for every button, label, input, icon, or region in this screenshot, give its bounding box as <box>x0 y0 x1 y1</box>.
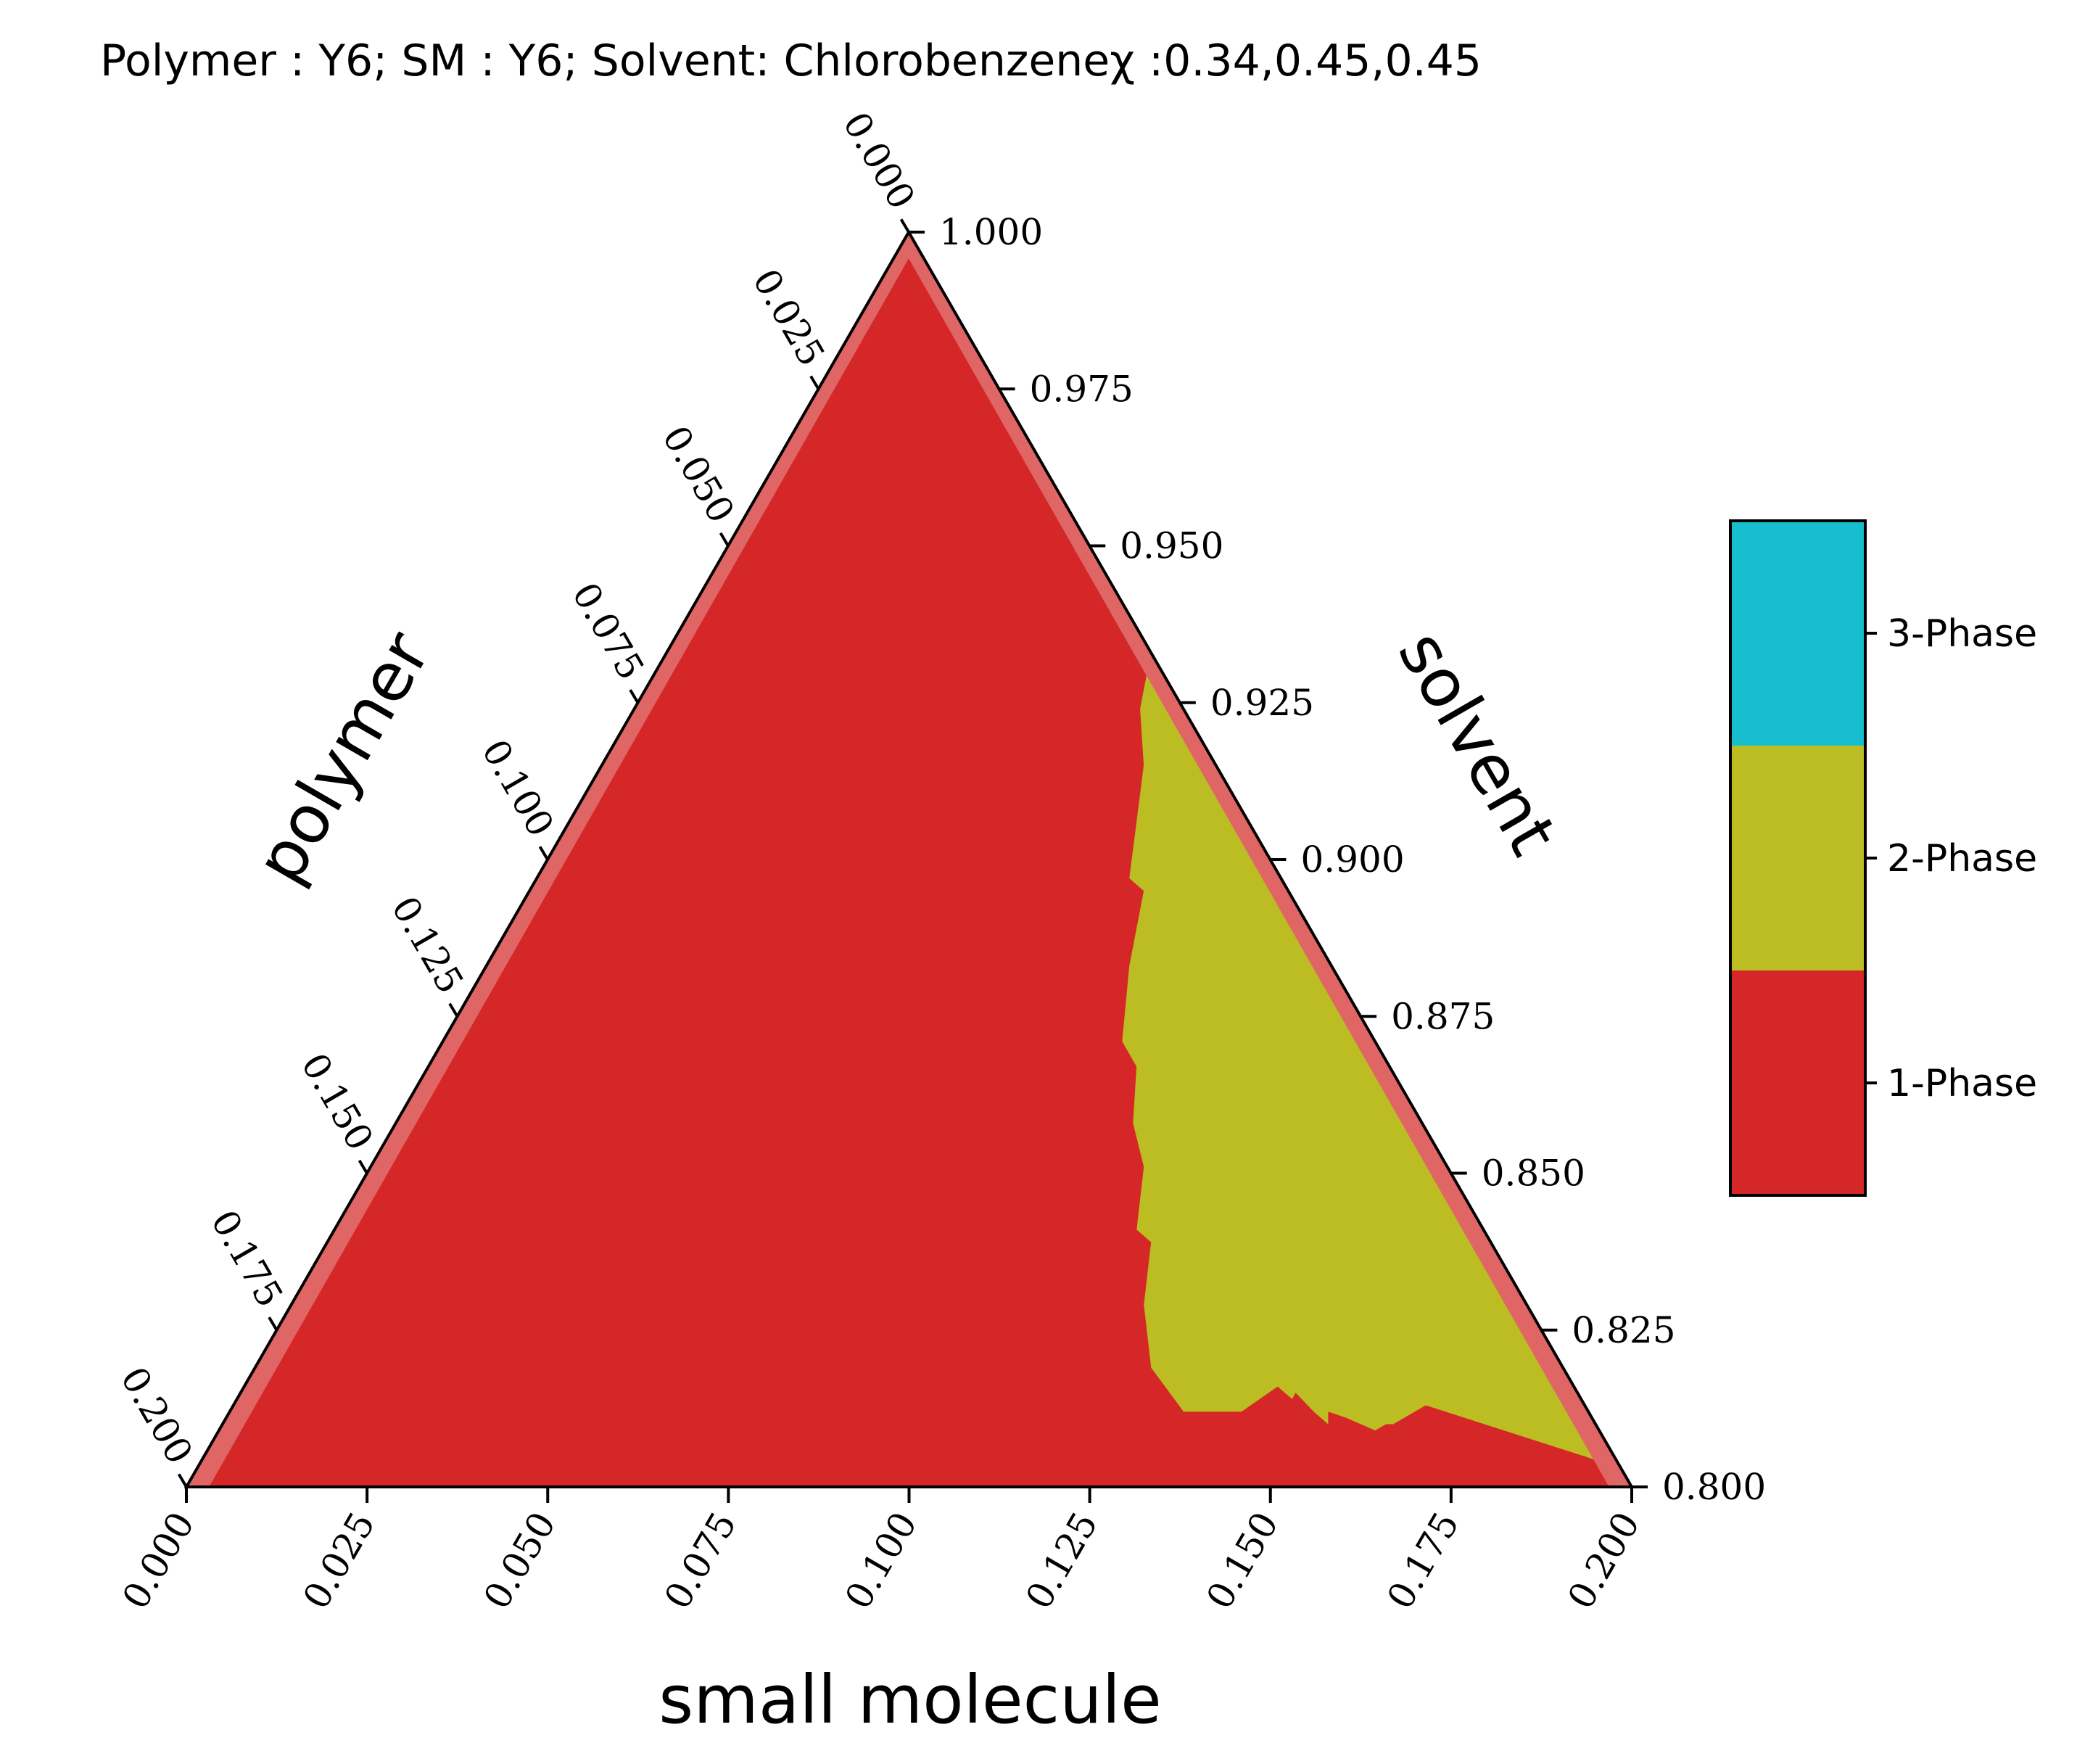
bottom-tick-label: 0.125 <box>1017 1505 1106 1616</box>
left-tick-label: 0.150 <box>293 1047 381 1158</box>
right-tick-label: 0.900 <box>1301 838 1405 881</box>
phase-regions <box>186 232 1632 1487</box>
bottom-tick-label: 0.025 <box>295 1505 384 1616</box>
left-tick-mark <box>358 1159 368 1174</box>
bottom-tick-label: 0.175 <box>1379 1505 1467 1616</box>
left-tick-mark <box>809 375 820 390</box>
left-axis-label: polymer <box>241 619 445 896</box>
left-tick-label: 0.000 <box>835 105 923 216</box>
left-tick-label: 0.125 <box>384 889 472 1000</box>
bottom-tick-label: 0.200 <box>1560 1505 1648 1616</box>
chart-title: Polymer : Y6; SM : Y6; Solvent: Chlorobe… <box>100 36 1482 86</box>
left-tick-mark <box>719 532 730 547</box>
left-tick-mark <box>899 218 910 234</box>
legend-swatch <box>1730 746 1865 970</box>
left-tick-mark <box>177 1473 188 1488</box>
right-tick-label: 1.000 <box>939 211 1043 253</box>
left-tick-label: 0.175 <box>203 1203 292 1314</box>
left-tick-mark <box>629 689 640 704</box>
left-tick-mark <box>538 846 549 861</box>
right-tick-label: 0.850 <box>1482 1153 1585 1195</box>
right-tick-label: 0.950 <box>1120 525 1223 567</box>
legend-label: 3-Phase <box>1887 612 2037 656</box>
legend-label: 1-Phase <box>1887 1062 2037 1105</box>
legend-swatch <box>1730 970 1865 1195</box>
left-tick-label: 0.100 <box>474 733 562 844</box>
right-tick-label: 0.800 <box>1662 1466 1766 1508</box>
right-tick-label: 0.875 <box>1391 995 1495 1037</box>
bottom-tick-label: 0.000 <box>115 1505 203 1616</box>
left-tick-mark <box>448 1002 459 1018</box>
right-tick-label: 0.925 <box>1210 682 1314 724</box>
legend-label: 2-Phase <box>1887 837 2037 881</box>
right-tick-label: 0.975 <box>1030 368 1134 410</box>
left-tick-label: 0.075 <box>564 576 653 687</box>
right-axis-label: solvent <box>1383 618 1572 867</box>
bottom-tick-label: 0.150 <box>1198 1505 1287 1616</box>
bottom-tick-label: 0.075 <box>656 1505 745 1616</box>
legend-frame <box>1729 519 1867 1197</box>
right-tick-label: 0.825 <box>1572 1309 1675 1351</box>
left-tick-label: 0.050 <box>654 419 743 530</box>
left-tick-label: 0.025 <box>745 262 833 373</box>
left-tick-label: 0.200 <box>112 1360 201 1471</box>
left-tick-mark <box>268 1316 278 1331</box>
legend-swatch <box>1730 521 1865 746</box>
legend-colorbar: 3-Phase 2-Phase 1-Phase <box>1729 519 2037 1197</box>
bottom-axis-label: small molecule <box>658 1661 1161 1739</box>
bottom-tick-label: 0.050 <box>476 1505 564 1616</box>
bottom-tick-label: 0.100 <box>837 1505 925 1616</box>
